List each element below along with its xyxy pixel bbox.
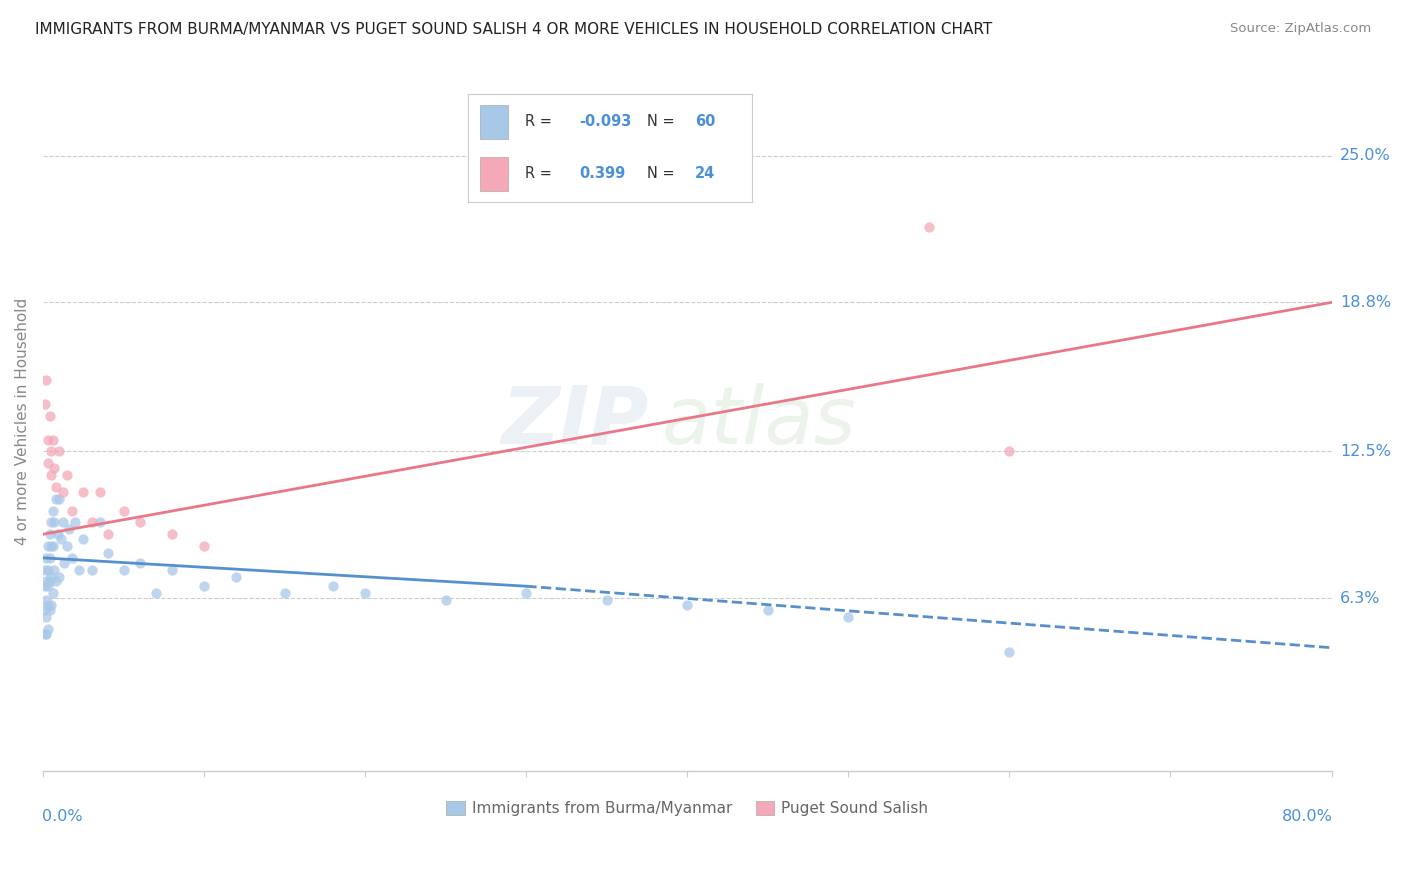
Point bbox=[145, 586, 167, 600]
Point bbox=[49, 532, 72, 546]
Text: 25.0%: 25.0% bbox=[1340, 148, 1391, 163]
Point bbox=[44, 516, 66, 530]
Point bbox=[39, 570, 62, 584]
Text: 0.0%: 0.0% bbox=[42, 809, 83, 824]
Point bbox=[193, 579, 215, 593]
Text: 12.5%: 12.5% bbox=[1340, 444, 1391, 458]
Point bbox=[37, 539, 59, 553]
Point bbox=[39, 539, 62, 553]
Point bbox=[34, 563, 56, 577]
Point bbox=[38, 574, 60, 589]
Point bbox=[112, 503, 135, 517]
Point bbox=[35, 610, 58, 624]
Point bbox=[48, 570, 70, 584]
Point bbox=[44, 563, 66, 577]
Text: 80.0%: 80.0% bbox=[1282, 809, 1333, 824]
Point bbox=[676, 598, 699, 612]
Point bbox=[35, 593, 58, 607]
Point bbox=[48, 491, 70, 506]
Point bbox=[837, 610, 859, 624]
Point bbox=[97, 546, 120, 560]
Point bbox=[128, 556, 150, 570]
Point bbox=[35, 574, 58, 589]
Point bbox=[51, 516, 73, 530]
Point bbox=[38, 409, 60, 423]
Point bbox=[80, 563, 103, 577]
Point bbox=[160, 527, 183, 541]
Point bbox=[45, 574, 67, 589]
Point bbox=[998, 645, 1021, 659]
Point bbox=[39, 444, 62, 458]
Point bbox=[35, 374, 58, 388]
Y-axis label: 4 or more Vehicles in Household: 4 or more Vehicles in Household bbox=[15, 298, 30, 546]
Point bbox=[60, 550, 83, 565]
Point bbox=[37, 579, 59, 593]
Point bbox=[515, 586, 537, 600]
Point bbox=[45, 480, 67, 494]
Point bbox=[48, 444, 70, 458]
Point bbox=[37, 598, 59, 612]
Text: 18.8%: 18.8% bbox=[1340, 295, 1391, 310]
Point bbox=[37, 622, 59, 636]
Legend: Immigrants from Burma/Myanmar, Puget Sound Salish: Immigrants from Burma/Myanmar, Puget Sou… bbox=[440, 795, 935, 822]
Point bbox=[89, 516, 111, 530]
Point bbox=[45, 491, 67, 506]
Point bbox=[56, 539, 79, 553]
Point bbox=[58, 523, 80, 537]
Point bbox=[434, 593, 457, 607]
Point bbox=[998, 444, 1021, 458]
Point bbox=[72, 532, 94, 546]
Point bbox=[37, 433, 59, 447]
Point bbox=[38, 603, 60, 617]
Point bbox=[38, 550, 60, 565]
Text: IMMIGRANTS FROM BURMA/MYANMAR VS PUGET SOUND SALISH 4 OR MORE VEHICLES IN HOUSEH: IMMIGRANTS FROM BURMA/MYANMAR VS PUGET S… bbox=[35, 22, 993, 37]
Point bbox=[97, 527, 120, 541]
Point bbox=[42, 539, 65, 553]
Point bbox=[72, 484, 94, 499]
Point bbox=[39, 516, 62, 530]
Point bbox=[34, 579, 56, 593]
Text: Source: ZipAtlas.com: Source: ZipAtlas.com bbox=[1230, 22, 1371, 36]
Point bbox=[53, 556, 76, 570]
Text: ZIP: ZIP bbox=[502, 383, 648, 461]
Point bbox=[35, 550, 58, 565]
Point bbox=[39, 468, 62, 483]
Point bbox=[37, 456, 59, 470]
Point bbox=[918, 219, 941, 234]
Point bbox=[128, 516, 150, 530]
Point bbox=[46, 527, 69, 541]
Point bbox=[60, 503, 83, 517]
Point bbox=[65, 516, 87, 530]
Point bbox=[756, 603, 779, 617]
Point bbox=[38, 527, 60, 541]
Point bbox=[67, 563, 90, 577]
Point bbox=[42, 433, 65, 447]
Point bbox=[89, 484, 111, 499]
Point bbox=[34, 626, 56, 640]
Text: 6.3%: 6.3% bbox=[1340, 591, 1381, 606]
Point bbox=[35, 626, 58, 640]
Point bbox=[44, 461, 66, 475]
Point bbox=[274, 586, 297, 600]
Point bbox=[51, 484, 73, 499]
Point bbox=[193, 539, 215, 553]
Point bbox=[354, 586, 377, 600]
Point bbox=[34, 603, 56, 617]
Point bbox=[225, 570, 247, 584]
Point bbox=[112, 563, 135, 577]
Point bbox=[80, 516, 103, 530]
Point bbox=[160, 563, 183, 577]
Point bbox=[322, 579, 344, 593]
Text: atlas: atlas bbox=[662, 383, 856, 461]
Point bbox=[42, 503, 65, 517]
Point bbox=[42, 586, 65, 600]
Point bbox=[56, 468, 79, 483]
Point bbox=[39, 598, 62, 612]
Point bbox=[596, 593, 619, 607]
Point bbox=[34, 397, 56, 411]
Point bbox=[37, 563, 59, 577]
